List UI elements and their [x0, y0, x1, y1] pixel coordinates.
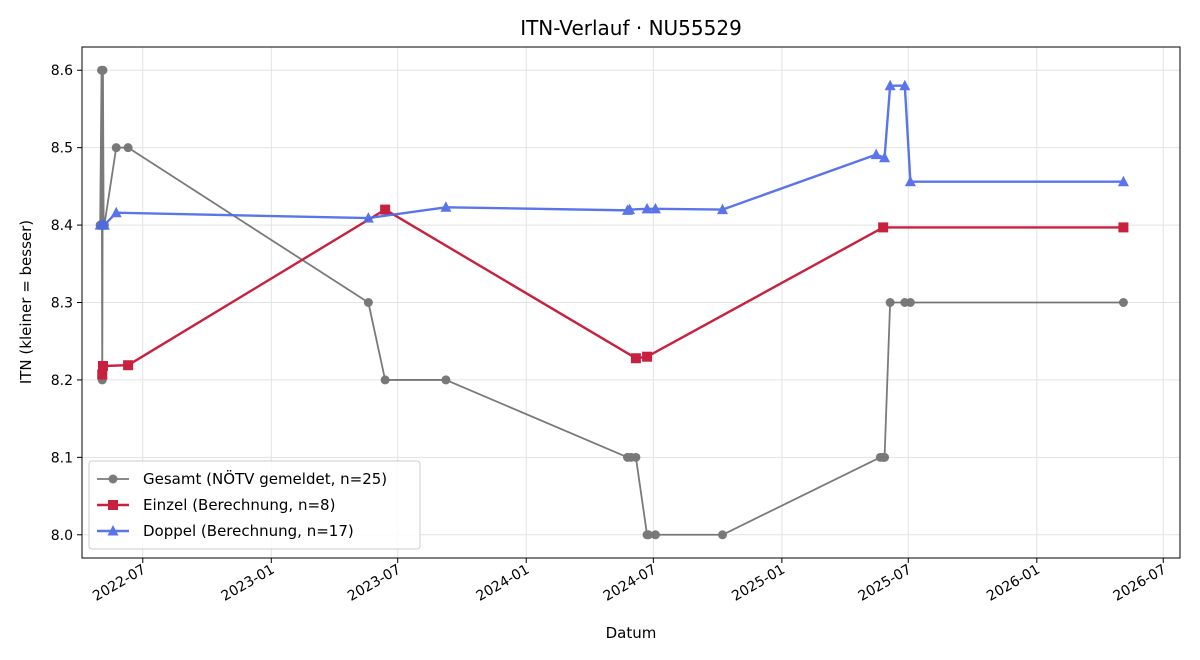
legend-marker	[108, 500, 118, 510]
data-point	[440, 201, 452, 212]
data-point	[363, 298, 373, 307]
chart-title: ITN-Verlauf · NU55529	[520, 16, 742, 40]
legend-marker	[108, 474, 118, 484]
data-point	[110, 206, 122, 218]
data-point	[630, 353, 641, 364]
data-point	[97, 369, 108, 380]
data-point	[362, 212, 374, 223]
data-point	[111, 143, 121, 153]
data-point	[1118, 298, 1128, 307]
series-3	[94, 79, 1129, 230]
data-point	[649, 202, 661, 214]
data-point	[123, 143, 133, 153]
legend-box	[88, 460, 421, 550]
data-point	[905, 298, 915, 307]
data-point	[123, 360, 134, 371]
series-2	[97, 204, 1129, 380]
legend-label: Doppel (Berechnung, n=17)	[143, 522, 354, 540]
data-point	[441, 375, 451, 385]
data-point	[884, 79, 896, 91]
data-point	[624, 203, 636, 215]
data-point	[98, 65, 108, 75]
series-layer	[94, 65, 1129, 540]
data-point	[97, 360, 108, 371]
y-axis-title: ITN (kleiner = besser)	[17, 220, 35, 384]
legend: Gesamt (NÖTV gemeldet, n=25) Einzel (Bere…	[88, 460, 421, 550]
data-point	[98, 219, 110, 230]
legend-marker	[107, 525, 119, 536]
y-tick-label: 8.4	[51, 218, 73, 234]
y-tick-label: 8.2	[51, 373, 73, 389]
data-point	[879, 151, 891, 163]
data-point	[870, 148, 882, 160]
data-point	[642, 351, 653, 362]
data-point	[899, 79, 911, 91]
data-point	[650, 530, 660, 540]
data-point	[904, 175, 916, 187]
x-axis-title: Datum	[606, 624, 657, 642]
data-point	[878, 222, 889, 233]
data-point	[1117, 175, 1129, 187]
legend-label: Einzel (Berechnung, n=8)	[143, 496, 335, 514]
y-tick-label: 8.0	[51, 528, 73, 544]
y-tick-label: 8.3	[51, 296, 73, 312]
legend-entry	[97, 525, 129, 536]
legend-label: Gesamt (NÖTV gemeldet, n=25)	[143, 469, 387, 488]
y-tick-label: 8.1	[51, 450, 73, 466]
y-tick-label: 8.6	[51, 63, 73, 79]
data-point	[718, 530, 727, 540]
data-point	[885, 298, 895, 307]
data-point	[1118, 222, 1129, 233]
legend-entry	[97, 474, 129, 484]
data-point	[380, 204, 391, 215]
data-point	[880, 452, 890, 462]
data-point	[717, 203, 728, 215]
legend-entry	[97, 500, 129, 510]
y-tick-label: 8.5	[51, 141, 73, 157]
data-point	[380, 375, 390, 385]
data-point	[641, 202, 653, 214]
data-point	[631, 452, 641, 462]
